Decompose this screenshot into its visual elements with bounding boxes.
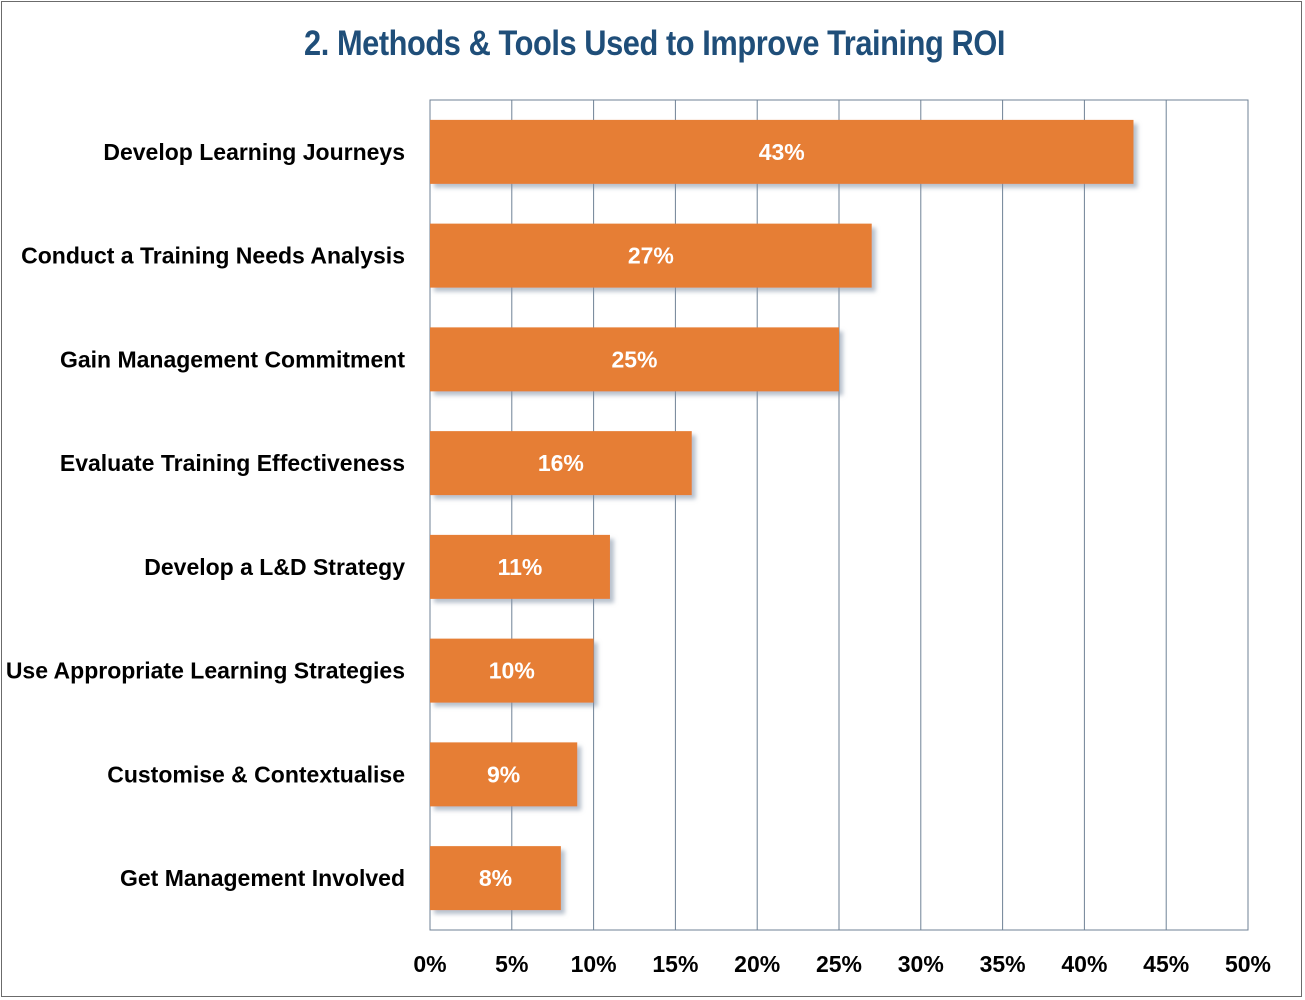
data-label: 8% <box>479 865 512 891</box>
bars <box>430 119 1134 911</box>
x-tick-label: 15% <box>652 951 698 977</box>
category-label: Customise & Contextualise <box>107 761 405 787</box>
x-tick-labels: 0% 5% 10% 15% 20% 25% 30% 35% 40% 45% 50% <box>413 951 1271 977</box>
x-tick-label: 30% <box>898 951 944 977</box>
category-label: Conduct a Training Needs Analysis <box>21 243 405 269</box>
bar <box>430 534 610 599</box>
x-tick-label: 20% <box>734 951 780 977</box>
bar <box>430 327 839 392</box>
category-label: Gain Management Commitment <box>60 346 405 372</box>
category-label: Use Appropriate Learning Strategies <box>6 658 405 684</box>
data-label: 25% <box>611 346 657 372</box>
bar <box>430 638 594 703</box>
data-label: 43% <box>759 139 805 165</box>
x-tick-label: 50% <box>1225 951 1271 977</box>
bar <box>430 431 692 496</box>
x-tick-label: 40% <box>1061 951 1107 977</box>
bar <box>430 846 561 911</box>
data-label: 10% <box>489 658 535 684</box>
data-label: 27% <box>628 243 674 269</box>
data-label: 9% <box>487 761 520 787</box>
x-tick-label: 10% <box>571 951 617 977</box>
data-labels: 43% 27% 25% 16% 11% 10% 9% 8% <box>479 139 805 891</box>
bar <box>430 223 872 288</box>
category-labels: Develop Learning Journeys Conduct a Train… <box>6 139 406 891</box>
category-label: Get Management Involved <box>120 865 405 891</box>
category-label: Evaluate Training Effectiveness <box>60 450 405 476</box>
bar <box>430 742 578 807</box>
x-tick-label: 25% <box>816 951 862 977</box>
x-tick-label: 5% <box>495 951 528 977</box>
x-tick-label: 35% <box>980 951 1026 977</box>
category-label: Develop Learning Journeys <box>103 139 405 165</box>
chart-title: 2. Methods & Tools Used to Improve Train… <box>304 24 1005 63</box>
data-label: 11% <box>498 554 543 580</box>
category-label: Develop a L&D Strategy <box>144 554 405 580</box>
bar <box>430 119 1134 184</box>
x-tick-label: 0% <box>413 951 446 977</box>
x-tick-label: 45% <box>1143 951 1189 977</box>
data-label: 16% <box>538 450 584 476</box>
